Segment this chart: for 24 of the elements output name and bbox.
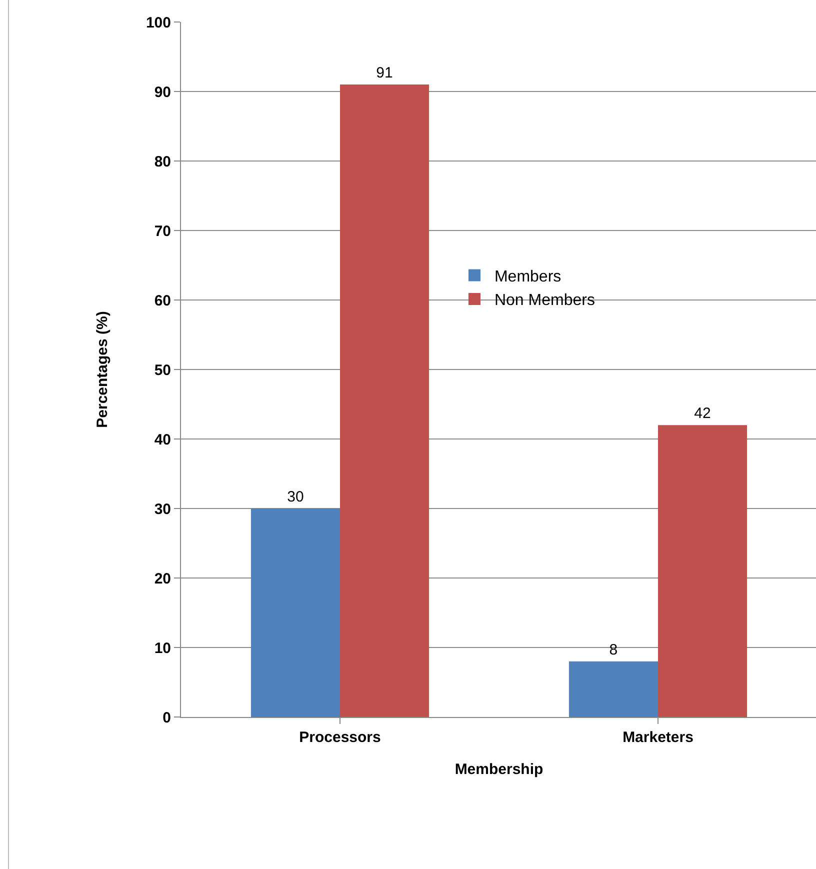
y-axis-title: Percentages (%) xyxy=(94,311,112,428)
y-tick-label: 80 xyxy=(154,153,171,170)
y-tick-label: 30 xyxy=(154,500,171,518)
bar xyxy=(340,84,430,717)
y-tick-label: 40 xyxy=(154,431,171,448)
legend-label: Members xyxy=(494,268,562,286)
data-label: 30 xyxy=(287,488,304,506)
x-tick-label: Marketers xyxy=(622,729,694,746)
data-label: 91 xyxy=(376,64,393,82)
bar xyxy=(250,508,340,717)
data-label: 42 xyxy=(694,405,711,422)
y-tick-label: 90 xyxy=(154,84,171,101)
bar xyxy=(568,661,658,717)
y-tick-label: 10 xyxy=(154,640,171,657)
x-axis-title: Membership xyxy=(454,761,544,778)
x-tick-label: Processors xyxy=(299,729,381,746)
y-tick-label: 0 xyxy=(162,709,171,726)
data-label: 8 xyxy=(609,641,618,658)
y-tick-label: 60 xyxy=(154,292,171,310)
y-tick-label: 20 xyxy=(154,570,171,588)
y-tick-label: 50 xyxy=(154,362,171,379)
bar xyxy=(658,425,748,717)
y-tick-label: 100 xyxy=(146,14,171,32)
y-tick-label: 70 xyxy=(154,222,171,240)
